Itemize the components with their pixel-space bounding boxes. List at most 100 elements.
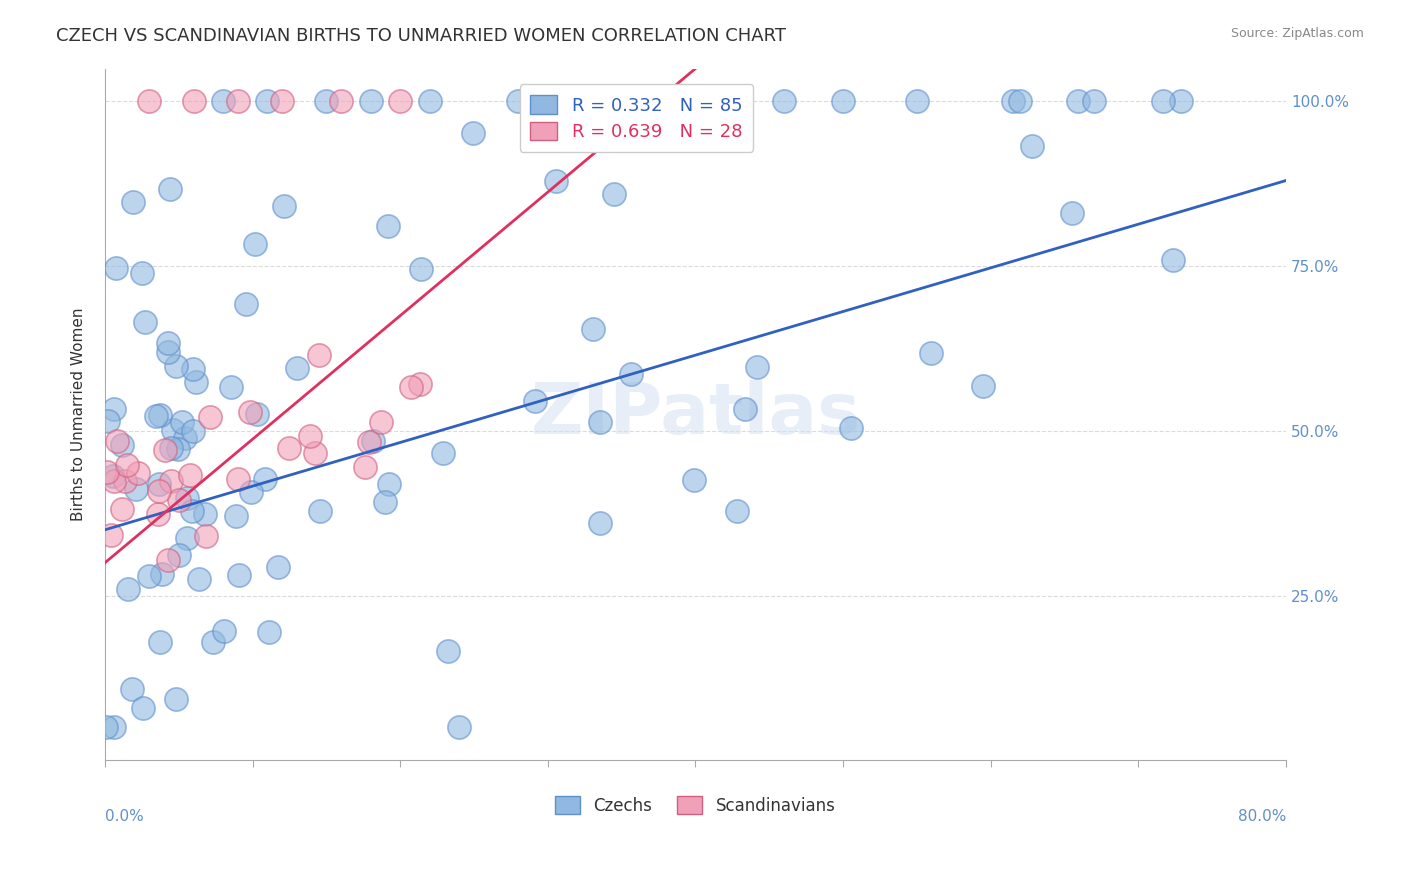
Czechs: [1021, 139, 1043, 153]
Czechs: [839, 421, 862, 435]
Czechs: [461, 126, 484, 140]
Czechs: [920, 346, 942, 360]
Czechs: [711, 95, 734, 109]
Text: 0.0%: 0.0%: [105, 809, 143, 824]
Scandinavians: [103, 475, 125, 489]
Czechs: [363, 434, 385, 449]
Czechs: [117, 582, 139, 597]
Czechs: [1001, 95, 1024, 109]
Scandinavians: [105, 434, 128, 449]
Czechs: [1170, 95, 1192, 109]
Y-axis label: Births to Unmarried Women: Births to Unmarried Women: [72, 308, 86, 521]
Czechs: [105, 260, 128, 275]
Czechs: [257, 625, 280, 640]
Point: [581, 95, 603, 109]
Czechs: [202, 635, 225, 649]
Scandinavians: [277, 441, 299, 455]
Czechs: [603, 187, 626, 202]
Czechs: [620, 367, 643, 381]
Czechs: [176, 491, 198, 505]
Czechs: [101, 468, 124, 483]
Czechs: [132, 701, 155, 715]
Scandinavians: [153, 443, 176, 458]
Point: [389, 95, 412, 109]
Czechs: [725, 504, 748, 518]
Czechs: [134, 315, 156, 329]
Scandinavians: [304, 445, 326, 459]
Czechs: [239, 485, 262, 500]
Czechs: [181, 425, 204, 439]
Scandinavians: [299, 429, 322, 443]
Point: [226, 95, 249, 109]
Point: [419, 95, 441, 109]
Czechs: [246, 407, 269, 421]
Czechs: [377, 219, 399, 233]
Czechs: [149, 408, 172, 422]
Text: Source: ZipAtlas.com: Source: ZipAtlas.com: [1230, 27, 1364, 40]
Czechs: [173, 431, 195, 445]
Scandinavians: [167, 493, 190, 508]
Czechs: [225, 508, 247, 523]
Czechs: [181, 503, 204, 517]
Czechs: [103, 721, 125, 735]
Czechs: [523, 393, 546, 408]
Point: [905, 95, 928, 109]
Czechs: [96, 721, 118, 735]
Czechs: [544, 174, 567, 188]
Scandinavians: [399, 380, 422, 394]
Point: [832, 95, 855, 109]
Czechs: [1153, 95, 1175, 109]
Czechs: [972, 378, 994, 392]
Czechs: [1161, 252, 1184, 267]
Czechs: [449, 721, 471, 735]
Point: [183, 95, 205, 109]
Czechs: [309, 504, 332, 518]
Czechs: [122, 194, 145, 209]
Scandinavians: [96, 465, 118, 479]
Czechs: [285, 361, 308, 376]
Czechs: [589, 516, 612, 530]
Czechs: [253, 472, 276, 486]
Point: [330, 95, 353, 109]
Czechs: [121, 681, 143, 696]
Czechs: [409, 262, 432, 277]
Text: CZECH VS SCANDINAVIAN BIRTHS TO UNMARRIED WOMEN CORRELATION CHART: CZECH VS SCANDINAVIAN BIRTHS TO UNMARRIE…: [56, 27, 786, 45]
Czechs: [228, 568, 250, 582]
Czechs: [103, 401, 125, 416]
Point: [508, 95, 530, 109]
Legend: Czechs, Scandinavians: Czechs, Scandinavians: [548, 789, 842, 822]
Czechs: [194, 507, 217, 521]
Czechs: [221, 380, 243, 394]
Point: [685, 95, 707, 109]
Scandinavians: [409, 377, 432, 392]
Czechs: [165, 692, 187, 706]
Czechs: [212, 624, 235, 639]
Czechs: [159, 442, 181, 456]
Czechs: [589, 415, 612, 429]
Czechs: [267, 559, 290, 574]
Point: [256, 95, 278, 109]
Czechs: [156, 345, 179, 359]
Czechs: [165, 359, 187, 373]
Point: [315, 95, 337, 109]
Scandinavians: [111, 502, 134, 516]
Czechs: [374, 494, 396, 508]
Scandinavians: [127, 467, 149, 481]
Text: ZIPatlas: ZIPatlas: [530, 380, 860, 449]
Scandinavians: [359, 435, 381, 450]
Czechs: [159, 182, 181, 196]
Czechs: [111, 438, 134, 452]
Scandinavians: [353, 460, 375, 475]
Scandinavians: [146, 507, 169, 521]
Czechs: [181, 362, 204, 376]
Czechs: [378, 476, 401, 491]
Czechs: [734, 401, 756, 416]
Czechs: [745, 359, 768, 374]
Czechs: [131, 266, 153, 280]
Point: [212, 95, 235, 109]
Czechs: [1060, 206, 1083, 220]
Czechs: [166, 442, 188, 456]
Scandinavians: [148, 484, 170, 499]
Text: 80.0%: 80.0%: [1237, 809, 1286, 824]
Czechs: [581, 322, 603, 336]
